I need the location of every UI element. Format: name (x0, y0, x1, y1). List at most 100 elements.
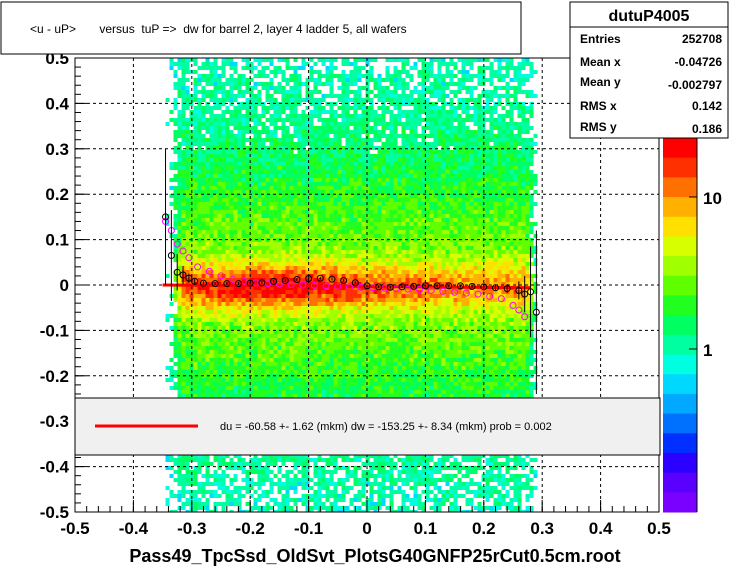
heatmap-cell (245, 178, 250, 182)
heatmap-cell (289, 326, 294, 330)
heatmap-cell (201, 258, 206, 262)
heatmap-cell (317, 362, 322, 366)
heatmap-cell (225, 338, 230, 342)
heatmap-cell (353, 90, 358, 94)
heatmap-cell (169, 378, 174, 382)
heatmap-cell (337, 342, 342, 346)
heatmap-cell (305, 242, 310, 246)
heatmap-cell (193, 478, 198, 482)
heatmap-cell (329, 310, 334, 314)
heatmap-cell (321, 394, 326, 398)
heatmap-cell (277, 342, 282, 346)
heatmap-cell (285, 382, 290, 386)
heatmap-cell (281, 486, 286, 490)
heatmap-cell (285, 362, 290, 366)
heatmap-cell (297, 394, 302, 398)
heatmap-cell (281, 250, 286, 254)
heatmap-cell (193, 174, 198, 178)
heatmap-cell (269, 254, 274, 258)
heatmap-cell (241, 210, 246, 214)
heatmap-cell (197, 102, 202, 106)
heatmap-cell (173, 326, 178, 330)
heatmap-cell (197, 234, 202, 238)
heatmap-cell (361, 206, 366, 210)
heatmap-cell (265, 334, 270, 338)
heatmap-cell (181, 170, 186, 174)
heatmap-cell (257, 462, 262, 466)
heatmap-cell (201, 266, 206, 270)
heatmap-cell (201, 198, 206, 202)
heatmap-cell (297, 306, 302, 310)
heatmap-cell (177, 298, 182, 302)
heatmap-cell (197, 370, 202, 374)
heatmap-cell (301, 486, 306, 490)
heatmap-cell (361, 126, 366, 130)
heatmap-cell (245, 198, 250, 202)
heatmap-cell (289, 386, 294, 390)
heatmap-cell (297, 294, 302, 298)
heatmap-cell (341, 174, 346, 178)
heatmap-cell (361, 202, 366, 206)
heatmap-cell (349, 362, 354, 366)
heatmap-cell (201, 246, 206, 250)
heatmap-cell (333, 370, 338, 374)
heatmap-cell (193, 234, 198, 238)
heatmap-cell (245, 370, 250, 374)
heatmap-cell (325, 174, 330, 178)
heatmap-cell (273, 106, 278, 110)
heatmap-cell (321, 358, 326, 362)
heatmap-cell (305, 362, 310, 366)
heatmap-cell (293, 350, 298, 354)
heatmap-cell (281, 294, 286, 298)
heatmap-cell (313, 62, 318, 66)
heatmap-cell (249, 86, 254, 90)
heatmap-cell (173, 194, 178, 198)
heatmap-cell (237, 274, 242, 278)
heatmap-cell (325, 130, 330, 134)
heatmap-cell (249, 386, 254, 390)
heatmap-cell (245, 114, 250, 118)
heatmap-cell (237, 370, 242, 374)
heatmap-cell (337, 254, 342, 258)
heatmap-cell (357, 74, 362, 78)
heatmap-cell (337, 362, 342, 366)
heatmap-cell (273, 102, 278, 106)
heatmap-cell (277, 218, 282, 222)
heatmap-cell (241, 134, 246, 138)
heatmap-cell (221, 266, 226, 270)
heatmap-cell (217, 370, 222, 374)
heatmap-cell (349, 354, 354, 358)
heatmap-cell (333, 138, 338, 142)
heatmap-cell (313, 314, 318, 318)
heatmap-cell (209, 298, 214, 302)
heatmap-cell (321, 198, 326, 202)
heatmap-cell (257, 370, 262, 374)
heatmap-cell (285, 182, 290, 186)
heatmap-cell (257, 466, 262, 470)
heatmap-cell (217, 310, 222, 314)
heatmap-cell (197, 126, 202, 130)
heatmap-cell (321, 350, 326, 354)
heatmap-cell (237, 130, 242, 134)
heatmap-cell (341, 370, 346, 374)
heatmap-cell (197, 382, 202, 386)
heatmap-cell (325, 182, 330, 186)
heatmap-cell (325, 334, 330, 338)
heatmap-cell (189, 114, 194, 118)
heatmap-cell (273, 318, 278, 322)
heatmap-cell (309, 366, 314, 370)
heatmap-cell (337, 150, 342, 154)
heatmap-cell (225, 130, 230, 134)
heatmap-cell (337, 234, 342, 238)
heatmap-cell (297, 94, 302, 98)
heatmap-cell (261, 322, 266, 326)
heatmap-cell (237, 378, 242, 382)
heatmap-cell (345, 334, 350, 338)
heatmap-cell (325, 382, 330, 386)
heatmap-cell (361, 214, 366, 218)
heatmap-cell (357, 178, 362, 182)
heatmap-cell (245, 170, 250, 174)
heatmap-cell (229, 394, 234, 398)
heatmap-cell (357, 262, 362, 266)
heatmap-cell (205, 278, 210, 282)
